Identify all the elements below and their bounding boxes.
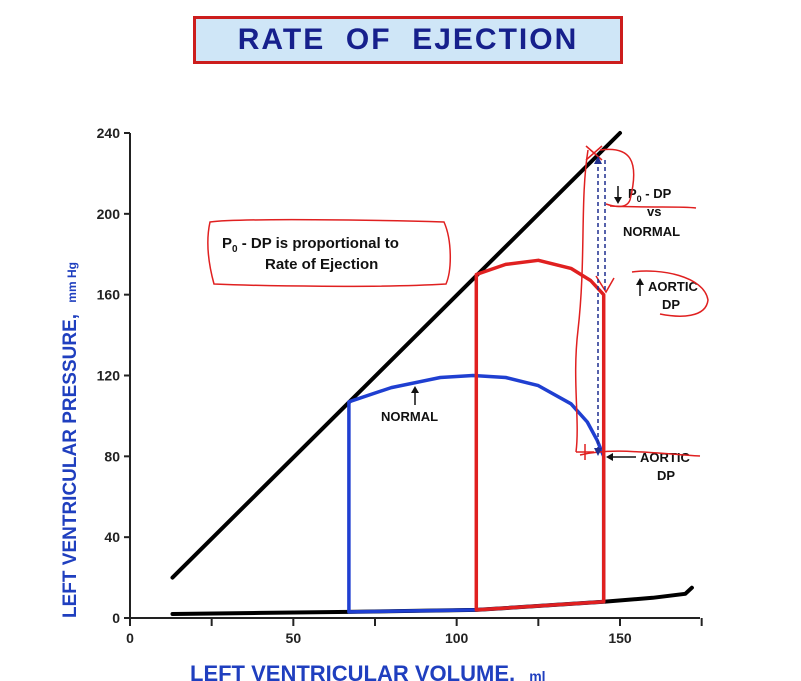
x-axis-label-main: LEFT VENTRICULAR VOLUME, <box>190 661 515 681</box>
systolic-pressure-limit-line <box>170 131 622 580</box>
p0dp-label: P0 - DP <box>628 186 672 204</box>
hand-circle-aortic-top <box>631 270 709 317</box>
x-axis-label: LEFT VENTRICULAR VOLUME, ml <box>190 661 546 681</box>
y-tick-label: 40 <box>104 529 120 545</box>
axis-ticks: 0 40 80 120 160 200 240 0 50 100 150 <box>97 125 703 646</box>
y-tick-label: 80 <box>104 448 120 464</box>
y-tick-label: 240 <box>97 125 121 141</box>
dashed-arrow-head-top <box>594 156 602 164</box>
x-tick-label: 150 <box>608 630 632 646</box>
hand-x-top <box>585 145 603 161</box>
y-tick-label: 160 <box>97 287 121 303</box>
p0-label-rest: - DP is proportional to <box>238 235 399 252</box>
y-tick-label: 0 <box>112 610 120 626</box>
hand-x-bottom <box>576 444 594 460</box>
aortic-dp-top-arrow-head <box>636 278 644 285</box>
handwritten-marks <box>574 145 709 460</box>
aortic-dp-bottom-label-2: DP <box>657 468 675 483</box>
x-tick-label: 50 <box>286 630 302 646</box>
hand-underline-vs <box>609 205 697 209</box>
annotation-box-line1: P0 - DP is proportional to <box>222 235 399 255</box>
p0dp-rest: - DP <box>642 186 672 201</box>
y-axis-label: LEFT VENTRICULAR PRESSURE, mm Hg <box>60 262 81 618</box>
hand-bracket-left <box>574 149 589 453</box>
title-banner: RATE OF EJECTION <box>193 16 623 64</box>
normal-top-label: NORMAL <box>623 224 680 239</box>
y-tick-label: 200 <box>97 206 121 222</box>
aortic-dp-top-label-1: AORTIC <box>648 279 698 294</box>
x-axis-label-unit: ml <box>529 668 545 681</box>
p0-label-sub: 0 <box>232 244 238 255</box>
y-axis-label-main: LEFT VENTRICULAR PRESSURE, <box>60 314 81 618</box>
normal-arrow-head <box>411 386 419 393</box>
annotation-box-line2: Rate of Ejection <box>265 256 378 273</box>
dashed-arrow-head-bottom <box>594 448 602 456</box>
annotation-box-outline <box>207 218 452 288</box>
series-layer <box>170 131 694 616</box>
y-tick-label: 120 <box>97 368 121 384</box>
hand-underline-aortic-bottom <box>579 450 701 457</box>
p0dp-p: P <box>628 186 637 201</box>
aortic-dp-bottom-arrow-head <box>606 453 613 461</box>
vs-label: vs <box>647 204 661 219</box>
y-axis-label-unit: mm Hg <box>65 262 79 303</box>
increased-afterload-loop-line <box>474 258 606 612</box>
page-title: RATE OF EJECTION <box>237 23 579 56</box>
normal-label: NORMAL <box>381 409 438 424</box>
hand-v-mark <box>595 275 615 294</box>
p0dp-sub: 0 <box>637 194 642 204</box>
p0dp-arrow-head <box>614 197 622 204</box>
aortic-dp-top-label-2: DP <box>662 297 680 312</box>
p0-label-p: P <box>222 235 232 252</box>
x-tick-label: 100 <box>445 630 469 646</box>
x-tick-label: 0 <box>126 630 134 646</box>
